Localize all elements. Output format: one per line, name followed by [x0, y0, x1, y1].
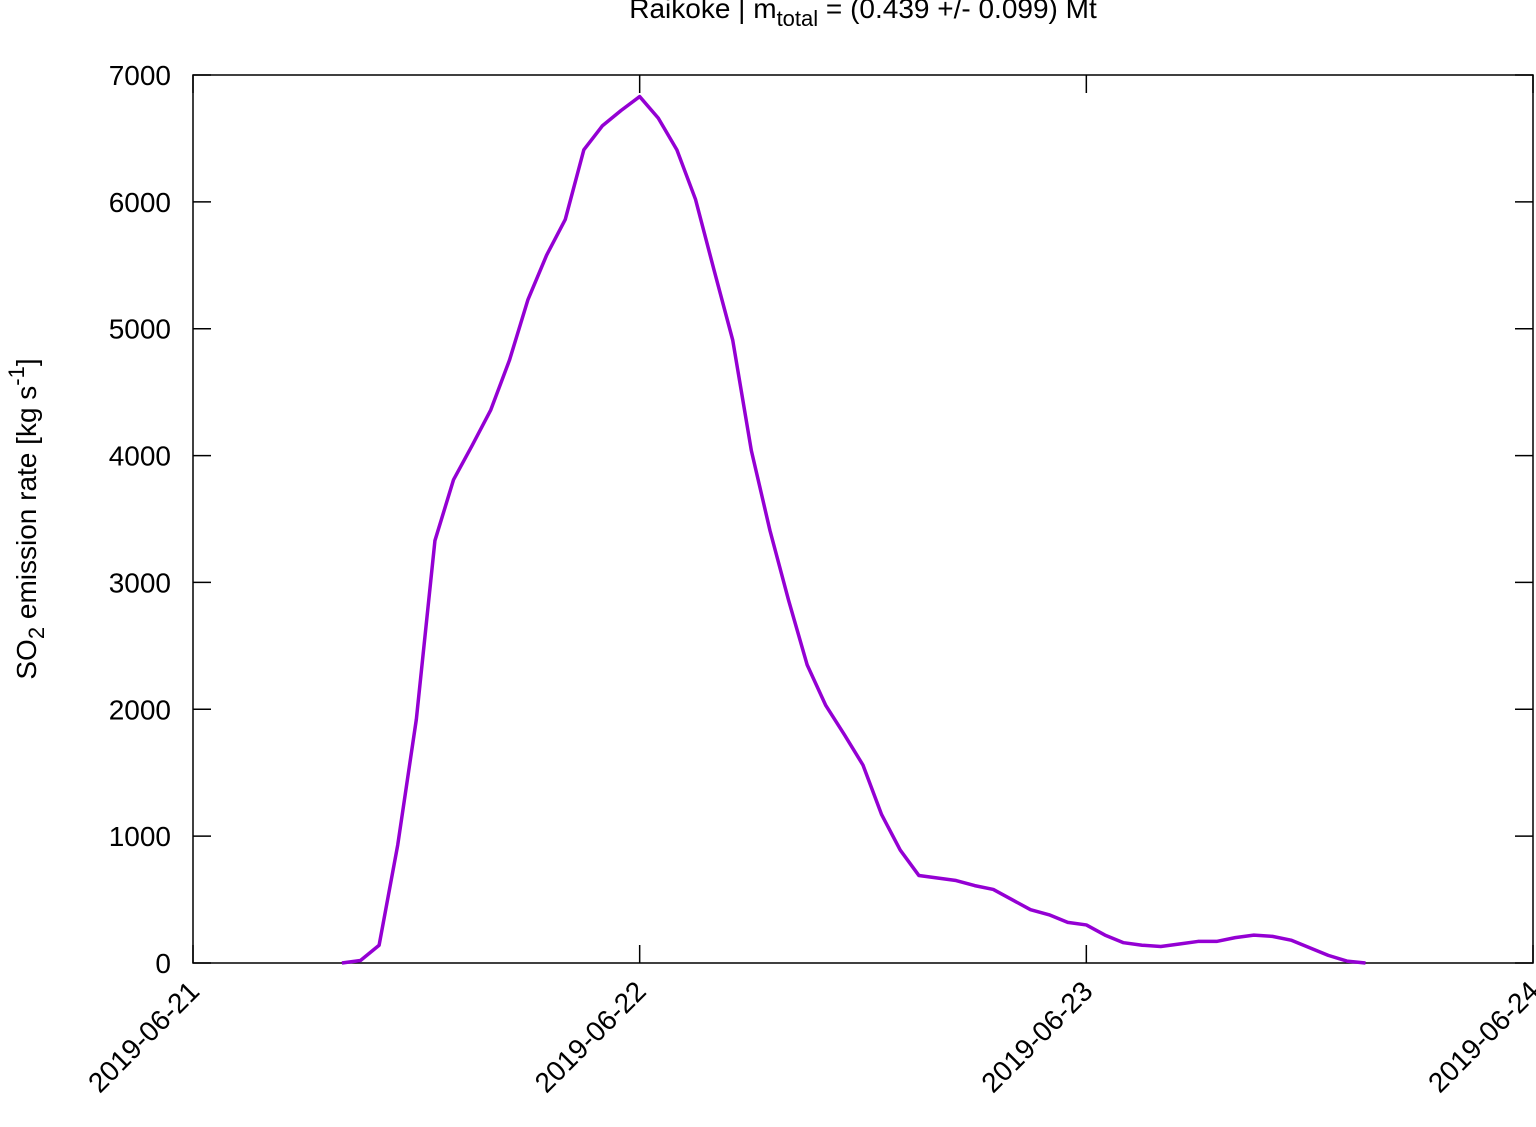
- y-tick-label: 2000: [109, 694, 171, 725]
- y-label-subscript: 2: [24, 627, 49, 639]
- chart-title: Raikoke | mtotal = (0.439 +/- 0.099) Mt: [629, 0, 1097, 31]
- y-label-superscript: -1: [4, 366, 29, 386]
- x-tick-label: 2019-06-24: [1422, 975, 1536, 1098]
- y-tick-label: 7000: [109, 60, 171, 91]
- y-axis-label: SO2 emission rate [kg s-1]: [4, 358, 49, 679]
- y-label-text: emission rate [kg s: [11, 386, 42, 627]
- x-tick-label: 2019-06-23: [975, 975, 1098, 1098]
- y-tick-label: 6000: [109, 187, 171, 218]
- y-tick-label: 0: [155, 948, 171, 979]
- y-tick-label: 4000: [109, 441, 171, 472]
- y-label-text: ]: [11, 358, 42, 366]
- title-text: = (0.439 +/- 0.099) Mt: [818, 0, 1097, 24]
- y-tick-label: 3000: [109, 567, 171, 598]
- data-line: [341, 94, 1366, 965]
- y-tick-label: 5000: [109, 314, 171, 345]
- y-tick-label: 1000: [109, 821, 171, 852]
- x-tick-label: 2019-06-22: [529, 975, 652, 1098]
- x-tick-label: 2019-06-21: [82, 975, 205, 1098]
- y-label-text: SO: [11, 639, 42, 679]
- title-text: Raikoke | m: [629, 0, 776, 24]
- title-subscript: total: [777, 6, 819, 31]
- plot-frame: [192, 74, 1534, 964]
